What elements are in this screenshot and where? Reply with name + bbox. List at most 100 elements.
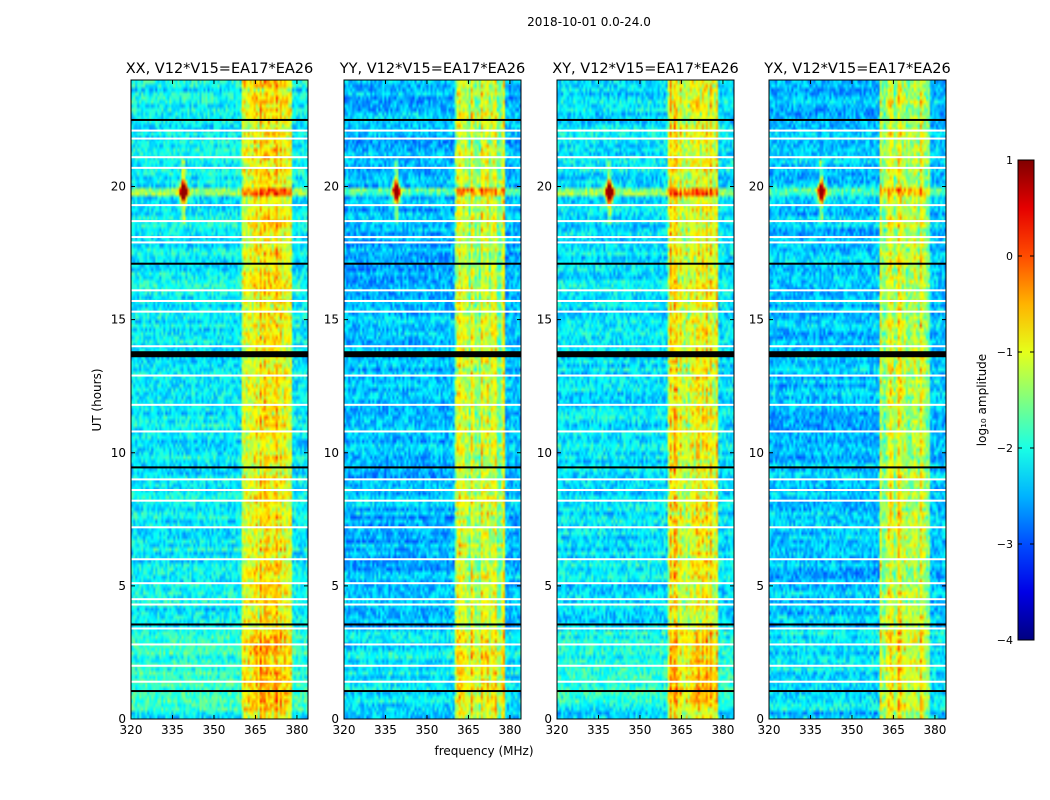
y-tick-label: 20	[324, 180, 339, 194]
gap-row	[131, 680, 308, 683]
gap-row	[131, 241, 308, 244]
gap-row	[557, 558, 734, 561]
gap-row	[557, 166, 734, 169]
gap-row	[769, 664, 946, 667]
gap-row	[344, 430, 521, 433]
y-tick-label: 5	[756, 579, 764, 593]
gap-row	[769, 289, 946, 292]
y-tick-label: 10	[749, 446, 764, 460]
gap-row	[344, 129, 521, 132]
gap-row	[344, 499, 521, 502]
panel-frame	[768, 79, 947, 720]
gap-row	[557, 345, 734, 348]
gap-row	[769, 499, 946, 502]
panel-title: XY, V12*V15=EA17*EA26	[552, 61, 738, 77]
gap-row	[557, 499, 734, 502]
gap-row	[131, 129, 308, 132]
y-tick-label: 20	[111, 180, 126, 194]
gap-row	[557, 374, 734, 377]
flagged-row	[131, 466, 308, 469]
gap-row	[131, 137, 308, 140]
flagged-row	[769, 623, 946, 626]
x-tick-label: 335	[799, 723, 822, 737]
gap-row	[557, 478, 734, 481]
flagged-row	[769, 466, 946, 469]
x-tick-label: 380	[498, 723, 521, 737]
flagged-row	[131, 118, 308, 121]
flagged-row	[344, 690, 521, 693]
y-tick-label: 15	[537, 313, 552, 327]
flagged-row	[344, 351, 521, 358]
colorbar-tick-label: 1	[1006, 154, 1013, 167]
gap-row	[131, 558, 308, 561]
gap-row	[344, 156, 521, 159]
flagged-row	[557, 690, 734, 693]
gap-row	[769, 430, 946, 433]
gap-row	[557, 310, 734, 313]
x-tick-label: 365	[244, 723, 267, 737]
gap-row	[557, 236, 734, 239]
y-tick-label: 5	[118, 579, 126, 593]
gap-row	[344, 489, 521, 492]
flagged-row	[557, 623, 734, 626]
flagged-row	[344, 118, 521, 121]
gap-row	[344, 478, 521, 481]
gap-row	[131, 499, 308, 502]
gap-row	[344, 137, 521, 140]
y-tick-label: 15	[749, 313, 764, 327]
gap-row	[769, 310, 946, 313]
flagged-row	[131, 351, 308, 358]
gap-row	[131, 478, 308, 481]
panel-frame	[556, 79, 735, 720]
gap-row	[344, 598, 521, 601]
gap-row	[131, 664, 308, 667]
flagged-row	[557, 351, 734, 358]
colorbar-tick-label: −3	[997, 538, 1013, 551]
y-tick-label: 10	[324, 446, 339, 460]
gap-row	[344, 558, 521, 561]
x-tick-label: 335	[374, 723, 397, 737]
x-tick-label: 365	[670, 723, 693, 737]
gap-row	[131, 374, 308, 377]
gap-row	[344, 603, 521, 606]
heatmap-image	[131, 80, 308, 719]
gap-row	[769, 241, 946, 244]
x-tick-label: 320	[333, 723, 356, 737]
gap-row	[131, 236, 308, 239]
colorbar-gradient	[1017, 159, 1035, 641]
x-tick-label: 350	[203, 723, 226, 737]
x-axis-label: frequency (MHz)	[434, 744, 533, 758]
x-tick-label: 350	[416, 723, 439, 737]
flagged-row	[769, 118, 946, 121]
y-tick-label: 15	[111, 313, 126, 327]
gap-row	[557, 220, 734, 223]
gap-row	[131, 289, 308, 292]
flagged-row	[769, 690, 946, 693]
gap-row	[769, 345, 946, 348]
gap-row	[557, 299, 734, 302]
flagged-row	[344, 623, 521, 626]
gap-row	[769, 166, 946, 169]
x-tick-label: 380	[711, 723, 734, 737]
y-tick-label: 0	[756, 712, 764, 726]
gap-row	[344, 627, 521, 630]
panel-xx: XX, V12*V15=EA17*EA26 320 335 350 365 380 0 5 10…	[111, 61, 314, 737]
panel-title: XX, V12*V15=EA17*EA26	[126, 61, 314, 77]
gap-row	[557, 129, 734, 132]
heatmap-image	[769, 80, 946, 719]
gap-row	[557, 289, 734, 292]
gap-row	[769, 129, 946, 132]
flagged-row	[344, 466, 521, 469]
colorbar-tick-label: −2	[997, 442, 1013, 455]
gap-row	[769, 489, 946, 492]
gap-row	[769, 603, 946, 606]
flagged-row	[557, 262, 734, 265]
gap-row	[344, 643, 521, 646]
panel-yy: YY, V12*V15=EA17*EA26 320 335 350 365 380 0 5 10…	[324, 61, 525, 737]
x-tick-label: 320	[758, 723, 781, 737]
colorbar-tick-label: −4	[997, 634, 1013, 647]
y-tick-label: 10	[537, 446, 552, 460]
y-tick-label: 20	[537, 180, 552, 194]
heatmap-image	[557, 80, 734, 719]
